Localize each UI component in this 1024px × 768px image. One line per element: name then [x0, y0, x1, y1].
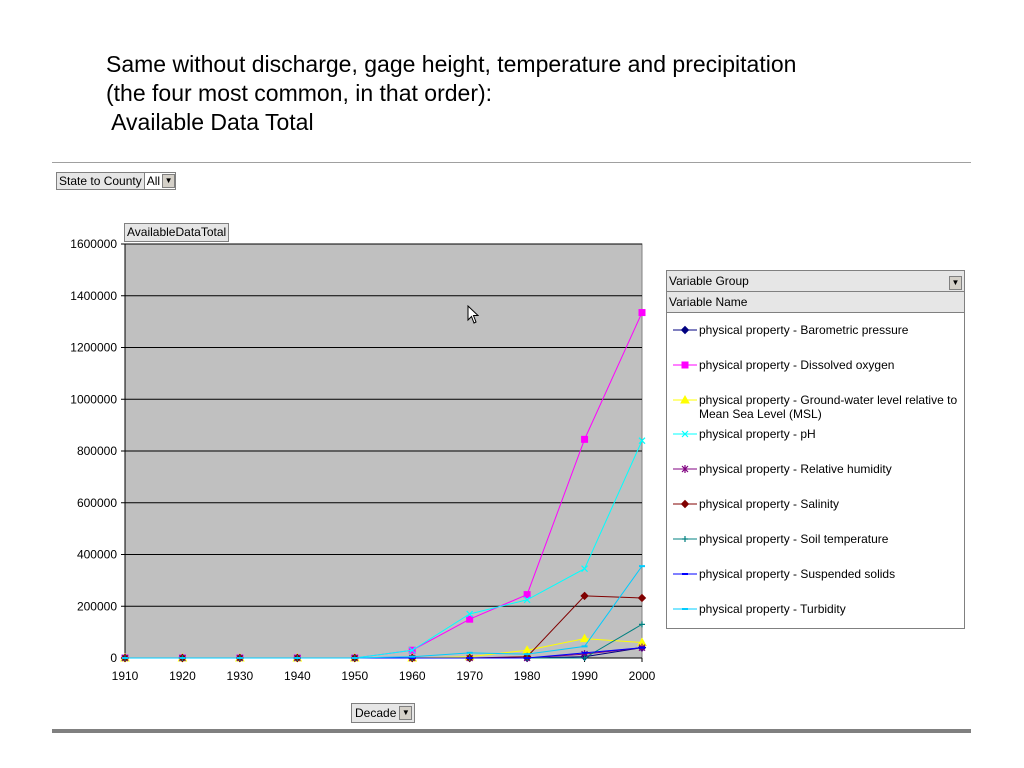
data-point [680, 394, 690, 404]
legend-item-label: physical property - Soil temperature [699, 532, 889, 546]
legend-item-label: physical property - Ground-water level r… [699, 393, 958, 421]
x-tick-label: 1920 [169, 669, 196, 683]
x-tick-label: 1970 [456, 669, 483, 683]
page-field-value: All [146, 174, 161, 188]
data-point [579, 633, 590, 643]
legend-variable-name-field[interactable]: Variable Name [667, 292, 964, 313]
y-tick-label: 1200000 [70, 341, 117, 355]
decade-field-dropdown[interactable]: Decade ▼ [351, 703, 416, 723]
top-divider [52, 162, 971, 163]
legend-item-label: physical property - Suspended solids [699, 567, 896, 581]
axes: 0 200000 400000 600000 800000 1000000 1200000 1… [70, 237, 655, 683]
y-tick-label: 1400000 [70, 289, 117, 303]
title-line-2: (the four most common, in that order): [106, 80, 493, 106]
y-tick-label: 600000 [77, 496, 117, 510]
data-point [581, 565, 588, 573]
y-tick-label: 800000 [77, 444, 117, 458]
legend-item-label: physical property - pH [699, 427, 816, 441]
data-point [581, 655, 588, 661]
page-field-label: State to County [56, 172, 145, 190]
legend-swatch [673, 430, 697, 438]
legend-item-label: physical property - Turbidity [699, 602, 846, 616]
page-field-dropdown[interactable]: All ▼ [144, 172, 177, 190]
data-point [681, 361, 689, 369]
dropdown-arrow-icon[interactable]: ▼ [162, 174, 176, 188]
y-tick-label: 400000 [77, 548, 117, 562]
legend-swatch [673, 361, 697, 369]
data-point [637, 593, 647, 603]
page-field-filter: State to County All ▼ [56, 172, 177, 190]
x-tick-label: 1960 [399, 669, 426, 683]
x-tick-label: 1910 [112, 669, 139, 683]
title-line-3: Available Data Total [106, 109, 314, 135]
data-point [638, 437, 646, 445]
legend-item-label: physical property - Dissolved oxygen [699, 358, 895, 372]
y-tick-label: 200000 [77, 599, 117, 613]
data-point [581, 435, 589, 443]
legend-item: physical property - Suspended solids [667, 567, 964, 581]
data-field-button[interactable]: AvailableDataTotal [124, 223, 230, 242]
legend-item: physical property - Salinity [667, 497, 964, 511]
data-point [680, 325, 690, 335]
gridlines [125, 243, 642, 607]
x-tick-label: 1940 [284, 669, 311, 683]
x-tick-label: 2000 [629, 669, 656, 683]
data-point [408, 646, 416, 654]
legend-swatch [673, 394, 697, 404]
series-group [122, 565, 645, 659]
x-tick-label: 1930 [227, 669, 254, 683]
legend-swatch [673, 536, 697, 542]
legend-item: physical property - Turbidity [667, 602, 964, 616]
slide-title: Same without discharge, gage height, tem… [106, 50, 966, 137]
data-point [639, 621, 645, 628]
legend-name-label: Variable Name [669, 295, 748, 309]
legend-swatch [673, 325, 697, 335]
mouse-pointer-icon [467, 305, 479, 324]
legend-variable-group-dropdown[interactable]: Variable Group ▼ [667, 271, 964, 292]
legend-item-label: physical property - Salinity [699, 497, 840, 511]
y-tick-label: 1000000 [70, 392, 117, 406]
x-tick-label: 1950 [341, 669, 368, 683]
dropdown-arrow-icon[interactable]: ▼ [399, 706, 413, 720]
legend-swatch [673, 465, 697, 473]
legend-item: physical property - Relative humidity [667, 462, 964, 476]
legend-item-label: physical property - Barometric pressure [699, 323, 909, 337]
decade-field-label: Decade [355, 706, 397, 720]
chart-legend: Variable Group ▼ Variable Name physical … [666, 270, 965, 629]
legend-item: physical property - Dissolved oxygen [667, 358, 964, 372]
bottom-divider [52, 729, 971, 733]
legend-item: physical property - Ground-water level r… [667, 393, 964, 421]
legend-item: physical property - Barometric pressure [667, 323, 964, 337]
series-layer [120, 309, 647, 663]
data-point [580, 591, 589, 601]
data-point [523, 591, 531, 599]
y-tick-label: 1600000 [70, 237, 117, 251]
legend-swatch [673, 573, 697, 575]
data-point [680, 499, 690, 509]
data-point [523, 596, 531, 604]
x-tick-label: 1980 [514, 669, 541, 683]
legend-item: physical property - pH [667, 427, 964, 441]
legend-group-label: Variable Group [669, 274, 749, 288]
legend-item: physical property - Soil temperature [667, 532, 964, 546]
title-line-1: Same without discharge, gage height, tem… [106, 51, 797, 77]
data-point [466, 610, 474, 618]
series-line [125, 565, 643, 659]
x-tick-label: 1990 [571, 669, 598, 683]
legend-item-label: physical property - Relative humidity [699, 462, 892, 476]
data-point [466, 615, 474, 623]
data-point [682, 536, 688, 542]
data-point [638, 309, 646, 317]
y-tick-label: 0 [110, 651, 117, 665]
legend-swatch [673, 499, 697, 509]
legend-swatch [673, 608, 697, 610]
dropdown-arrow-icon[interactable]: ▼ [949, 276, 962, 290]
data-point [681, 430, 689, 438]
data-point [681, 465, 689, 473]
